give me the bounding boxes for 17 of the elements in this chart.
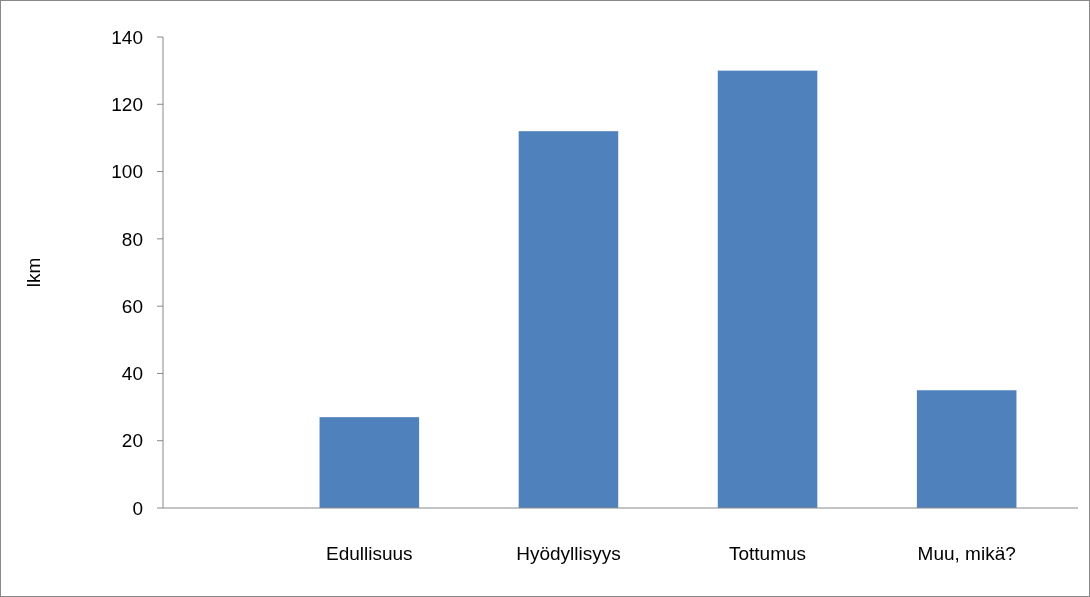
y-tick-label: 80 (121, 228, 143, 250)
y-tick-label: 20 (121, 430, 143, 452)
y-tick-label: 100 (111, 161, 143, 183)
x-tick-label: Tottumus (729, 543, 807, 564)
x-tick-label: Muu, mikä? (917, 543, 1016, 564)
bar (319, 417, 420, 508)
bar (916, 390, 1017, 508)
y-tick-label: 60 (121, 295, 143, 317)
x-tick-label: Edullisuus (326, 543, 413, 564)
y-axis-title: lkm (23, 257, 44, 288)
y-tick-label: 0 (132, 497, 143, 519)
x-tick-label: Hyödyllisyys (516, 543, 621, 564)
y-tick-label: 40 (121, 363, 143, 385)
y-tick-label: 140 (111, 26, 143, 48)
bar (717, 70, 818, 508)
y-tick-label: 120 (111, 93, 143, 115)
bar (518, 131, 619, 508)
